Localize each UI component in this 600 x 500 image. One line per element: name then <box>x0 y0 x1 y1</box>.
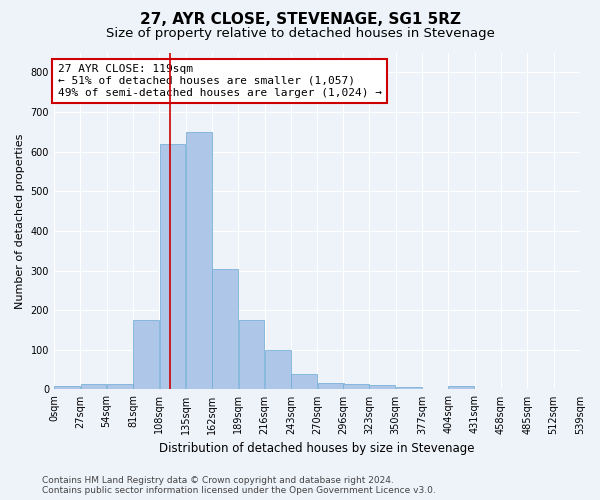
Text: 27, AYR CLOSE, STEVENAGE, SG1 5RZ: 27, AYR CLOSE, STEVENAGE, SG1 5RZ <box>139 12 461 28</box>
Bar <box>265 350 291 390</box>
Text: Size of property relative to detached houses in Stevenage: Size of property relative to detached ho… <box>106 28 494 40</box>
Bar <box>133 320 159 390</box>
Bar <box>80 384 106 390</box>
Bar <box>343 384 369 390</box>
Bar <box>448 386 475 390</box>
Bar <box>54 386 80 390</box>
Y-axis label: Number of detached properties: Number of detached properties <box>15 134 25 308</box>
Bar <box>370 386 395 390</box>
Bar <box>212 268 238 390</box>
X-axis label: Distribution of detached houses by size in Stevenage: Distribution of detached houses by size … <box>159 442 475 455</box>
Text: 27 AYR CLOSE: 119sqm
← 51% of detached houses are smaller (1,057)
49% of semi-de: 27 AYR CLOSE: 119sqm ← 51% of detached h… <box>58 64 382 98</box>
Bar <box>239 320 265 390</box>
Bar <box>292 374 317 390</box>
Bar <box>186 132 212 390</box>
Bar <box>396 388 422 390</box>
Text: Contains HM Land Registry data © Crown copyright and database right 2024.
Contai: Contains HM Land Registry data © Crown c… <box>42 476 436 495</box>
Bar <box>160 144 185 390</box>
Bar <box>318 384 344 390</box>
Bar <box>107 384 133 390</box>
